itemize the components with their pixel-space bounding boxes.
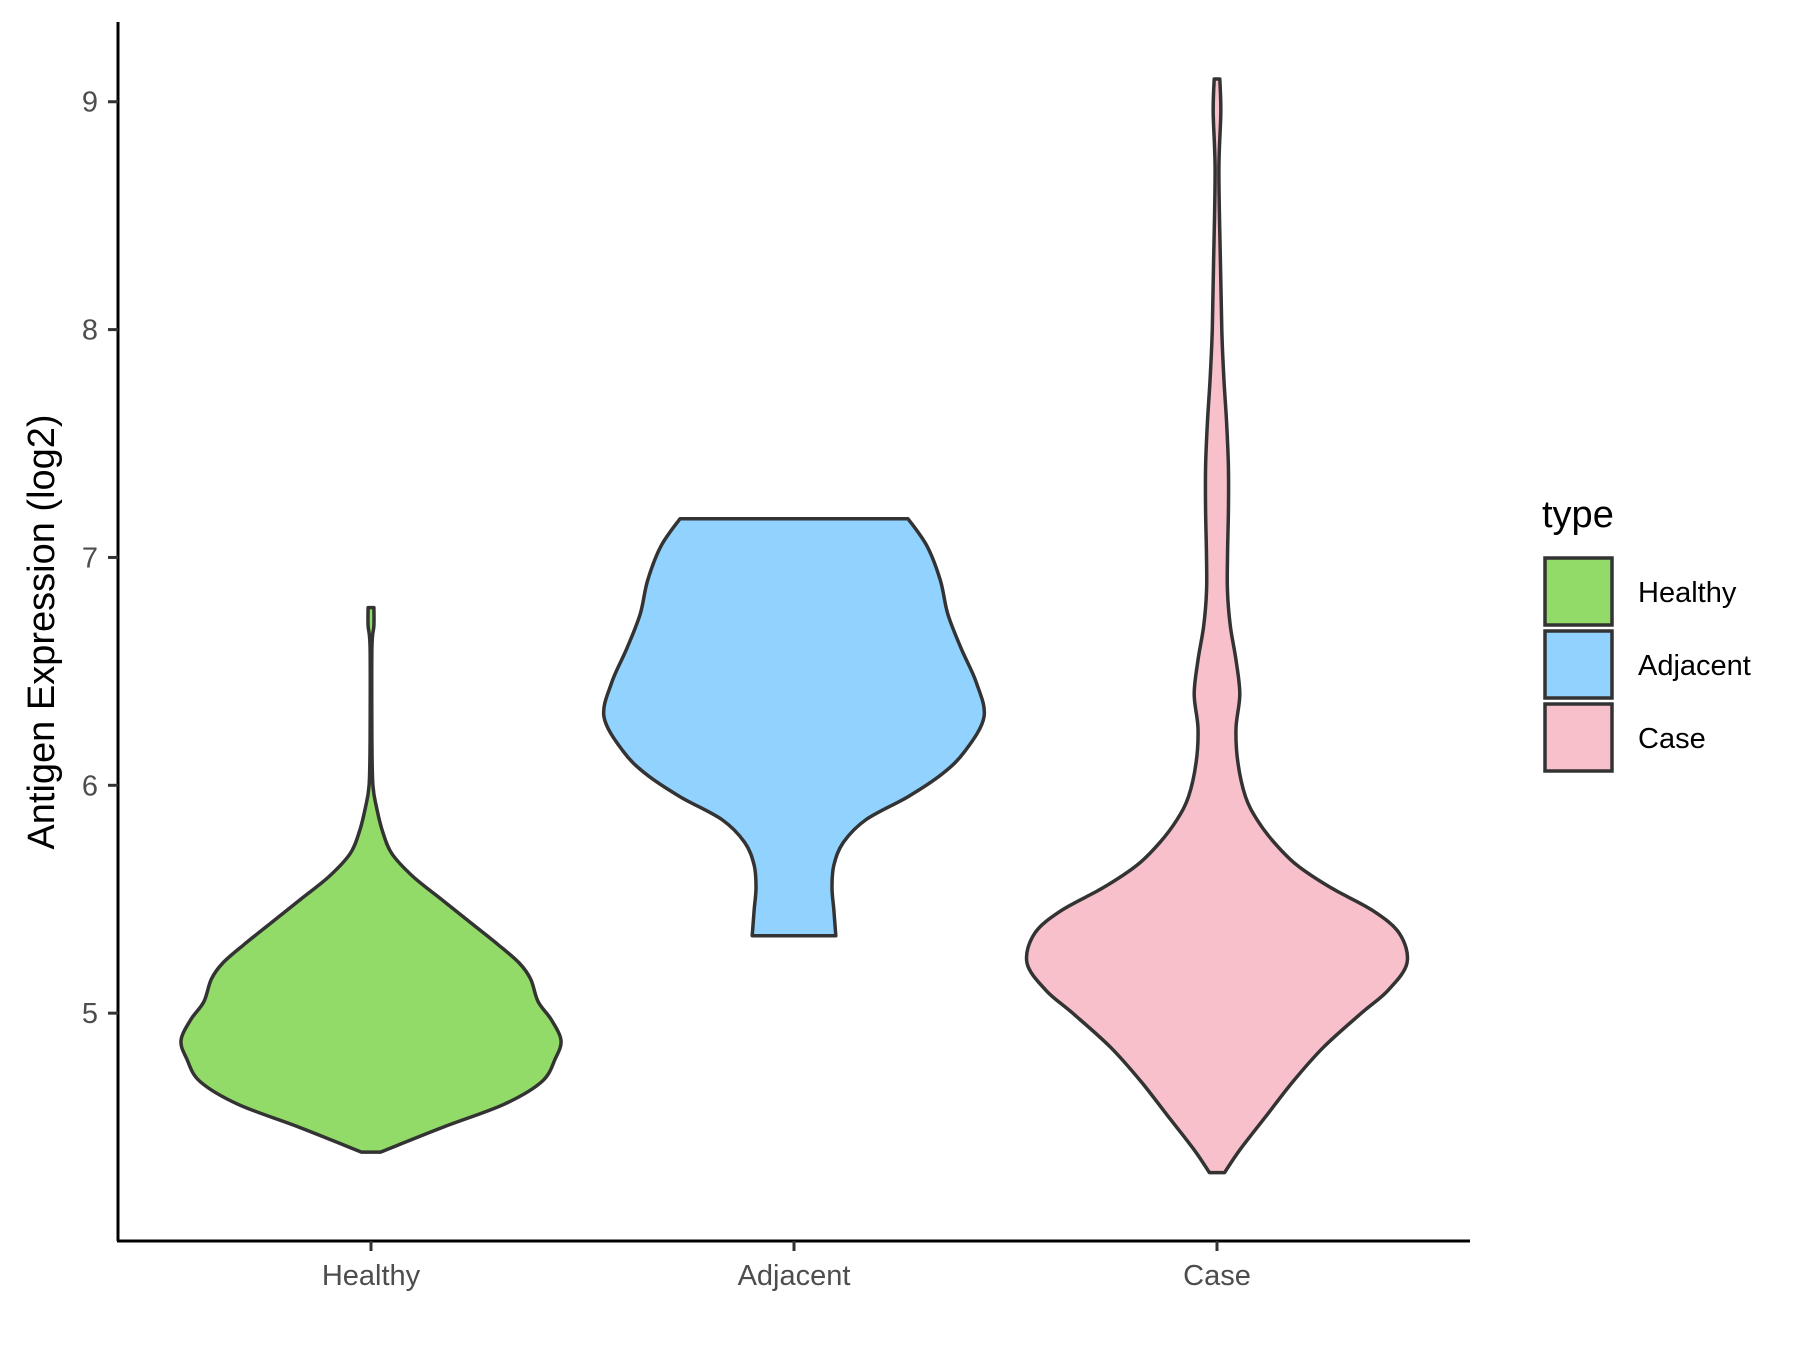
x-tick-label: Case xyxy=(1183,1260,1251,1292)
y-tick-label: 9 xyxy=(82,87,98,119)
legend-label-case: Case xyxy=(1638,723,1706,755)
legend-swatch-adjacent xyxy=(1543,629,1614,700)
x-tick-label: Adjacent xyxy=(738,1260,851,1292)
x-tick-layer: Healthy Adjacent Case xyxy=(322,1241,1251,1292)
y-tick-label: 5 xyxy=(82,998,98,1030)
y-tick-label: 6 xyxy=(82,770,98,802)
y-tick-label: 8 xyxy=(82,315,98,347)
legend-swatch-case xyxy=(1543,702,1614,773)
legend-label-healthy: Healthy xyxy=(1638,577,1737,609)
legend-swatch-healthy xyxy=(1543,556,1614,627)
legend-label-adjacent: Adjacent xyxy=(1638,650,1751,682)
y-tick-label: 7 xyxy=(82,542,98,574)
legend: type Healthy Adjacent Case xyxy=(1542,494,1751,773)
violin-healthy xyxy=(179,605,563,1154)
violin-layer xyxy=(179,77,1410,1175)
violin-adjacent xyxy=(601,516,987,938)
violin-case xyxy=(1024,77,1410,1175)
legend-title: type xyxy=(1542,494,1614,536)
y-axis-title: Antigen Expression (log2) xyxy=(21,414,63,849)
y-tick-layer: 5 6 7 8 9 xyxy=(82,87,118,1030)
legend-entries: Healthy Adjacent Case xyxy=(1543,556,1751,773)
x-tick-label: Healthy xyxy=(322,1260,421,1292)
